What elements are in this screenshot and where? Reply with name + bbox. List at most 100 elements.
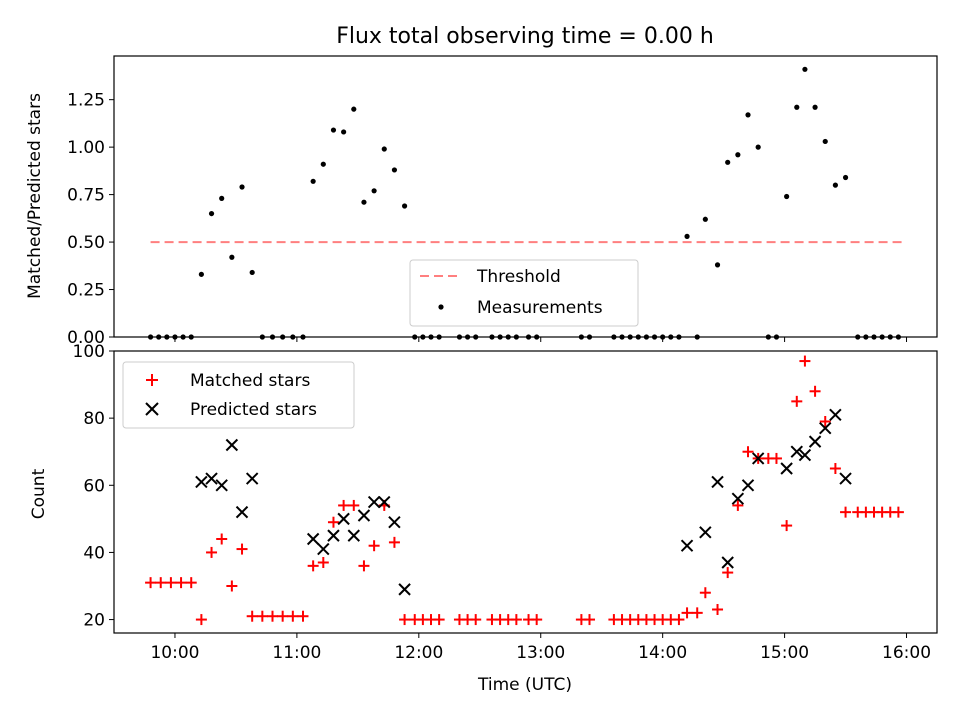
matched-point <box>185 577 197 589</box>
measurement-point <box>534 334 540 340</box>
matched-point <box>216 533 228 545</box>
predicted-point <box>378 495 391 509</box>
measurement-point <box>676 334 682 340</box>
matched-point <box>348 499 360 511</box>
measurement-point <box>341 129 347 135</box>
predicted-point <box>347 529 360 542</box>
predicted-point <box>245 472 259 485</box>
measurement-point <box>802 66 808 72</box>
matched-point <box>840 506 852 518</box>
predicted-point <box>317 542 330 556</box>
matched-point <box>267 610 279 622</box>
predicted-point <box>741 479 755 492</box>
matched-point <box>246 610 258 622</box>
measurement-point <box>420 334 426 340</box>
predicted-point <box>711 475 724 489</box>
measurement-point <box>497 334 503 340</box>
matched-point <box>175 577 187 589</box>
measurement-point <box>290 334 296 340</box>
bottom-ylabel: Count <box>29 468 49 519</box>
measurement-point <box>755 144 761 150</box>
matched-point <box>358 560 370 572</box>
measurement-point <box>300 334 306 340</box>
predicted-point <box>721 556 734 569</box>
top-ytick-label: 0.25 <box>67 281 105 301</box>
measurement-point <box>371 188 377 194</box>
measurement-point <box>239 184 245 190</box>
matched-point <box>699 587 711 599</box>
predicted-point <box>798 448 812 462</box>
measurement-point <box>391 167 398 173</box>
bottom-ytick-label: 40 <box>83 543 105 563</box>
predicted-point <box>195 475 208 489</box>
bottom-yticks: 20 40 60 80 100 <box>73 342 114 631</box>
matched-point <box>287 610 299 622</box>
matched-point <box>732 499 744 511</box>
top-panel: Matched/Predicted stars 0.00 0.25 0.50 0.75… <box>25 55 938 348</box>
matched-points <box>145 355 904 626</box>
measurement-point <box>172 334 178 340</box>
legend-matched-marker <box>146 374 158 386</box>
bottom-xtick-label: 12:00 <box>394 643 443 663</box>
predicted-point <box>215 479 228 492</box>
matched-point <box>165 577 177 589</box>
bottom-xtick-label: 10:00 <box>150 643 199 663</box>
top-ytick-label: 0.50 <box>67 233 105 253</box>
measurement-point <box>702 216 708 222</box>
bottom-axes-frame <box>113 350 938 634</box>
predicted-point <box>337 512 350 526</box>
matched-point <box>781 520 793 532</box>
legend-measurements-marker <box>438 304 444 310</box>
measurement-point <box>879 334 885 340</box>
legend-threshold-label: Threshold <box>476 267 561 287</box>
measurement-point <box>164 334 170 340</box>
measurement-point <box>249 269 255 276</box>
matched-point <box>327 516 339 528</box>
measurement-point <box>619 334 625 340</box>
measurement-point <box>765 334 771 340</box>
predicted-point <box>327 529 340 542</box>
measurement-point <box>525 334 532 340</box>
matched-point <box>399 614 411 626</box>
measurement-point <box>694 334 700 340</box>
legend-measurements-label: Measurements <box>477 298 603 318</box>
bottom-legend: Matched stars Predicted stars <box>122 361 355 429</box>
predicted-point <box>388 516 401 529</box>
measurement-point <box>473 334 479 340</box>
bottom-xticks: 10:00 11:00 12:00 13:00 14:00 15:00 16:00 <box>150 633 931 663</box>
measurement-point <box>784 193 790 200</box>
matched-point <box>226 580 238 592</box>
measurement-point <box>822 138 828 145</box>
measurement-point <box>684 233 690 239</box>
predicted-point <box>699 526 712 539</box>
measurement-point <box>832 182 838 188</box>
measurement-point <box>842 174 849 181</box>
measurement-point <box>745 112 751 118</box>
measurement-point <box>219 195 225 201</box>
legend-predicted-marker <box>145 402 159 416</box>
matched-point <box>799 355 811 367</box>
predicted-point <box>680 539 694 552</box>
matched-point <box>510 614 522 626</box>
predicted-point <box>829 408 842 421</box>
top-axes-frame <box>113 55 938 338</box>
predicted-point <box>731 492 745 505</box>
matched-point <box>307 560 319 572</box>
bottom-xtick-label: 13:00 <box>516 643 565 663</box>
matched-point <box>236 543 248 555</box>
matched-point <box>433 614 445 626</box>
matched-point <box>809 385 821 397</box>
measurement-point <box>871 334 877 340</box>
matched-point <box>673 614 685 626</box>
measurement-point <box>651 334 658 340</box>
measurement-point <box>259 334 265 340</box>
predicted-points <box>195 408 852 596</box>
chart-title: Flux total observing time = 0.00 h <box>336 24 714 49</box>
matched-point <box>819 416 831 427</box>
measurement-point <box>351 106 357 112</box>
matched-point <box>206 546 218 558</box>
measurement-point <box>208 210 215 217</box>
top-ytick-label: 1.25 <box>67 91 105 111</box>
